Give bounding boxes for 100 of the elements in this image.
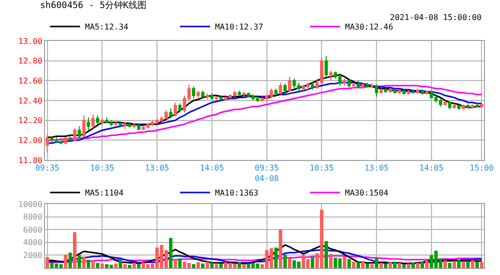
y-tick-label: 13.00 xyxy=(18,36,43,46)
x-tick-label: 13:05 xyxy=(364,164,389,173)
candlestick xyxy=(406,90,410,96)
candlestick xyxy=(114,120,118,127)
line-series xyxy=(46,244,482,264)
candlestick xyxy=(342,78,346,86)
candlestick xyxy=(370,83,374,88)
bar xyxy=(470,260,474,268)
candlestick xyxy=(329,70,332,82)
y-tick-label: 8000 xyxy=(23,212,43,222)
candlestick xyxy=(169,108,172,119)
candlestick xyxy=(219,95,223,101)
candlestick xyxy=(352,82,356,90)
legend-label: MA30:1504 xyxy=(345,188,389,198)
bar xyxy=(379,262,383,268)
bar xyxy=(132,262,136,268)
x-tick-label: 14:05 xyxy=(200,164,224,173)
candlestick xyxy=(402,89,406,96)
candlestick xyxy=(366,82,370,88)
bar xyxy=(128,264,132,268)
bar xyxy=(302,255,306,268)
bar xyxy=(352,262,356,268)
candlestick xyxy=(192,86,196,100)
y-tick-label: 10000 xyxy=(18,200,43,209)
bar xyxy=(475,262,479,268)
x-tick-label: 09:35 xyxy=(35,164,60,173)
bar xyxy=(50,262,54,268)
y-tick-label: 12.40 xyxy=(18,96,43,106)
candlestick xyxy=(46,134,49,153)
bar xyxy=(238,262,242,268)
bar xyxy=(370,264,374,268)
candlestick xyxy=(283,83,287,94)
bar xyxy=(388,262,392,268)
y-tick-label: 11.80 xyxy=(18,156,43,165)
x-tick-label: 14:05 xyxy=(419,164,444,173)
bar xyxy=(192,264,196,268)
candlestick xyxy=(238,90,241,96)
bar xyxy=(462,262,466,268)
candlestick xyxy=(246,92,250,98)
candlestick xyxy=(123,122,127,130)
bar xyxy=(274,248,278,268)
legend-label: MA10:1363 xyxy=(215,188,259,198)
candlestick xyxy=(356,80,360,88)
y-tick-label: 12.00 xyxy=(18,136,43,145)
candlestick xyxy=(452,102,456,109)
bar xyxy=(320,210,324,268)
bar xyxy=(361,260,365,268)
candlestick xyxy=(274,88,278,96)
candlestick xyxy=(91,114,95,129)
candlestick xyxy=(64,136,68,145)
bar xyxy=(406,264,410,268)
candlestick xyxy=(210,93,214,100)
candlestick xyxy=(480,102,484,108)
bar xyxy=(480,262,484,268)
bar xyxy=(82,256,86,268)
bar xyxy=(347,259,351,268)
bar xyxy=(457,260,461,268)
candlestick xyxy=(155,118,159,125)
bar xyxy=(448,262,452,268)
line-series xyxy=(46,255,482,263)
bar xyxy=(452,262,456,268)
text: 2021-04-08 15:00:00 xyxy=(390,13,482,22)
candlestick xyxy=(457,104,460,110)
bar xyxy=(137,264,140,268)
bar xyxy=(174,260,178,268)
candlestick xyxy=(470,104,474,109)
candlestick xyxy=(462,104,466,110)
bar xyxy=(283,254,287,268)
candlestick xyxy=(338,74,342,86)
legend-label: MA5:12.34 xyxy=(85,22,129,32)
y-tick-label: 6000 xyxy=(23,225,43,234)
candlestick xyxy=(242,91,246,98)
candlestick xyxy=(118,122,122,127)
candlestick xyxy=(82,114,86,138)
candlestick xyxy=(174,102,177,117)
candlestick xyxy=(206,93,209,100)
bar xyxy=(374,258,378,268)
bar xyxy=(393,262,397,268)
candlestick xyxy=(476,102,479,108)
x-tick-label: 13:05 xyxy=(144,164,170,173)
bar xyxy=(210,262,214,268)
bar xyxy=(324,241,328,268)
bar xyxy=(196,262,200,268)
candlestick xyxy=(444,100,447,106)
x-tick-label: 15:00 xyxy=(470,164,494,173)
candlestick xyxy=(137,124,140,131)
bar xyxy=(73,232,76,268)
bar xyxy=(178,258,182,268)
bar xyxy=(46,257,49,268)
bar xyxy=(64,254,68,268)
bar xyxy=(384,264,388,268)
bar xyxy=(219,264,223,268)
y-tick-label: 4000 xyxy=(23,238,43,248)
candlestick xyxy=(128,122,132,128)
bar xyxy=(169,238,172,268)
bar xyxy=(398,262,402,268)
candlestick xyxy=(384,87,388,94)
candlestick xyxy=(196,90,200,100)
candlestick xyxy=(347,79,351,88)
candlestick xyxy=(59,140,63,145)
